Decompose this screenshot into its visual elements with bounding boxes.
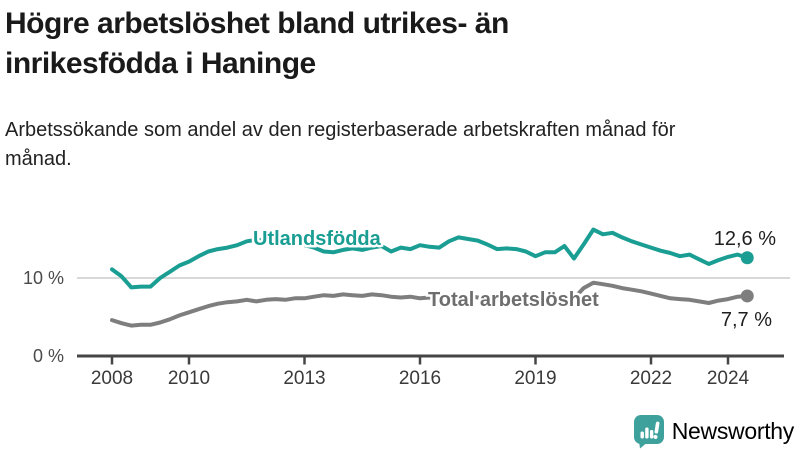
y-axis-label: 0 % [33,346,64,366]
chart-plot-layer: 0 % 10 % 2008 2010 2013 2016 2019 2022 2024 [23,227,790,389]
series-line-1 [110,227,750,290]
series-end-dot-1 [740,251,754,265]
series-label-utlandsfodda: Utlandsfödda [253,228,382,250]
x-axis-tick-label: 2016 [399,368,441,389]
x-axis-tick-label: 2008 [91,368,133,389]
series-line-0 [110,280,750,328]
chart-title: Högre arbetslöshet bland utrikes- än inr… [5,7,509,80]
newsworthy-logo: Newsworthy [633,414,794,448]
end-value-label-utlandsfodda: 12,6 % [714,228,776,250]
newsworthy-chart-bubble-icon [633,414,664,448]
x-axis-tick-label: 2013 [283,368,325,389]
series-end-dot-0 [740,289,754,303]
series-label-total-arbetsloshet: Total arbetslöshet [428,289,599,311]
newsworthy-logo-text: Newsworthy [671,417,795,444]
x-axis-tick-label: 2010 [168,368,210,389]
x-axis-tick-label: 2022 [630,368,672,389]
y-axis-label: 10 % [23,268,64,288]
x-axis-tick-label: 2024 [707,368,750,389]
chart-subtitle: Arbetssökande som andel av den registerb… [5,119,676,170]
x-axis-tick-label: 2019 [514,368,556,389]
end-value-label-total-arbetsloshet: 7,7 % [721,309,772,331]
